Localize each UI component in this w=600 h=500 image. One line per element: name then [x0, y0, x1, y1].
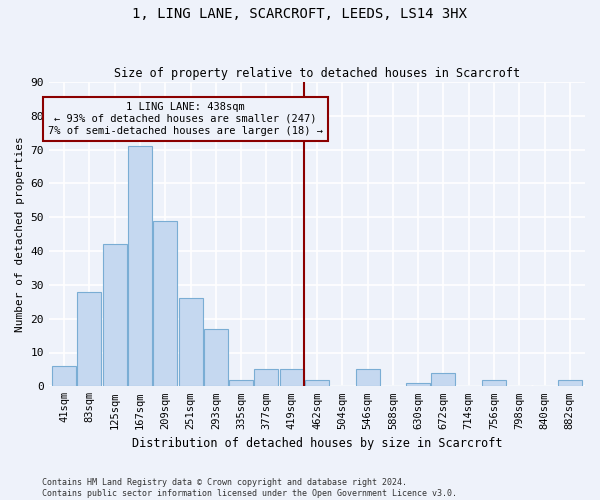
X-axis label: Distribution of detached houses by size in Scarcroft: Distribution of detached houses by size …: [132, 437, 502, 450]
Bar: [153, 220, 177, 386]
Bar: [254, 370, 278, 386]
Text: 1, LING LANE, SCARCROFT, LEEDS, LS14 3HX: 1, LING LANE, SCARCROFT, LEEDS, LS14 3HX: [133, 8, 467, 22]
Bar: [305, 380, 329, 386]
Bar: [406, 383, 430, 386]
Text: Contains HM Land Registry data © Crown copyright and database right 2024.
Contai: Contains HM Land Registry data © Crown c…: [42, 478, 457, 498]
Bar: [52, 366, 76, 386]
Bar: [204, 329, 228, 386]
Bar: [103, 244, 127, 386]
Bar: [128, 146, 152, 386]
Bar: [482, 380, 506, 386]
Bar: [558, 380, 582, 386]
Title: Size of property relative to detached houses in Scarcroft: Size of property relative to detached ho…: [114, 66, 520, 80]
Bar: [179, 298, 203, 386]
Text: 1 LING LANE: 438sqm
← 93% of detached houses are smaller (247)
7% of semi-detach: 1 LING LANE: 438sqm ← 93% of detached ho…: [48, 102, 323, 136]
Y-axis label: Number of detached properties: Number of detached properties: [15, 136, 25, 332]
Bar: [229, 380, 253, 386]
Bar: [356, 370, 380, 386]
Bar: [77, 292, 101, 386]
Bar: [280, 370, 304, 386]
Bar: [431, 373, 455, 386]
